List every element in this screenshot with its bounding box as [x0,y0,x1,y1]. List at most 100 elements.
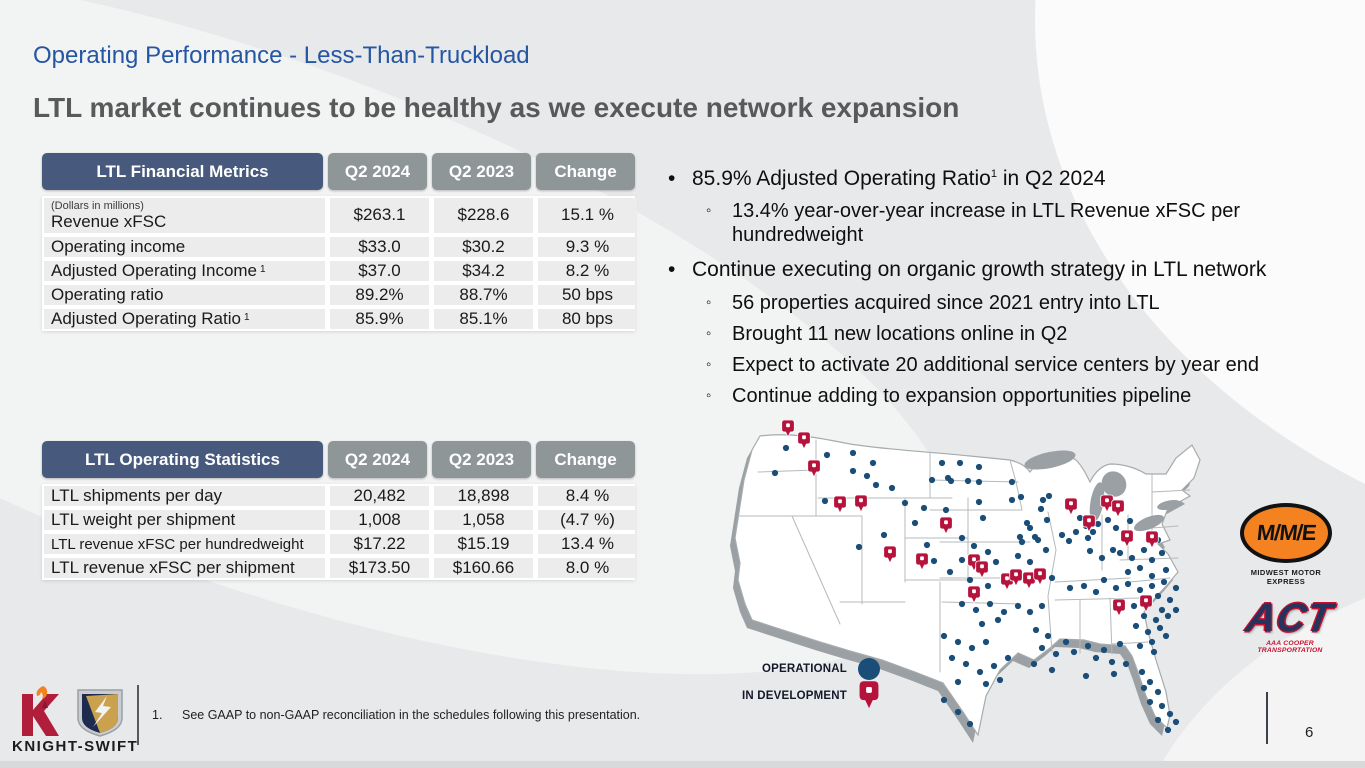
operational-dot [992,558,1000,566]
operational-dot [1110,670,1118,678]
value-cell: 50 bps [538,285,637,305]
row-label: Operating income [51,237,186,256]
value-cell: 80 bps [538,309,637,329]
operational-dot [979,514,987,522]
value-cell: $34.2 [434,261,533,281]
value-cell: 9.3 % [538,237,637,257]
operational-dot [954,678,962,686]
value-cell: 1,008 [330,510,429,530]
operational-dot [880,531,888,539]
value-cell: $15.19 [434,534,533,554]
operational-dot [1112,584,1120,592]
operational-dot [1148,556,1156,564]
value-cell: $30.2 [434,237,533,257]
mme-logo: M/M/E MIDWEST MOTOR EXPRESS [1238,503,1334,586]
operational-dot [1018,538,1026,546]
operational-dot [782,444,790,452]
operational-dot [1144,628,1152,636]
value-cell: $160.66 [434,558,533,578]
bullet-text: Continue executing on organic growth str… [692,258,1267,282]
operational-dot [1094,520,1102,528]
operational-dot [1037,505,1045,513]
row-label: Revenue xFSC [51,211,167,231]
bullet-glyph: ◦ [706,355,712,373]
operational-dot [996,676,1004,684]
operational-dot [1112,524,1120,532]
operational-dot [964,477,972,485]
operational-dot [1044,632,1052,640]
in-development-location-pins [781,419,1159,617]
in-development-pin [1064,497,1078,516]
operational-dot [1048,666,1056,674]
legend-in-development: IN DEVELOPMENT [712,680,882,709]
operational-dot [1128,554,1136,562]
operational-dot [1026,524,1034,532]
footnote-text: See GAAP to non-GAAP reconciliation in t… [182,708,641,722]
operational-dot [954,708,962,716]
operational-dot [849,449,857,457]
value-cell: $33.0 [330,237,429,257]
great-lakes [1024,450,1181,532]
operational-dot [942,506,950,514]
value-cell: $17.22 [330,534,429,554]
operational-dot [1162,566,1170,574]
table-note: (Dollars in millions) [51,199,144,212]
operational-dot [1148,572,1156,580]
in-development-pin [1112,598,1126,617]
operational-dot [1132,622,1140,630]
legend-operational: OPERATIONAL [712,655,882,682]
operational-dot [1126,517,1134,525]
operational-dot [1164,726,1172,734]
row-label-cell: (Dollars in millions) Revenue xFSC [44,198,325,233]
operational-dot [994,616,1002,624]
operational-dot [1158,702,1166,710]
operational-dot [1136,586,1144,594]
operational-dot [1092,588,1100,596]
operational-dot [1072,528,1080,536]
operational-dot [940,696,948,704]
slide-subtitle: LTL market continues to be healthy as we… [33,92,960,123]
map-state-borders [737,439,1191,673]
operational-dot [1086,547,1094,555]
operational-dot [1122,660,1130,668]
us-map-svg [730,419,1201,743]
operational-dot [968,644,976,652]
bullet-text: Expect to activate 20 additional service… [732,353,1259,376]
operational-dot [821,497,829,505]
row-label: Operating ratio [51,285,164,304]
operational-dot [1148,582,1156,590]
knight-k-icon [22,686,59,736]
operational-dot [1140,612,1148,620]
operational-dot [1100,646,1108,654]
operational-dot [1026,558,1034,566]
operational-dot [1154,716,1162,724]
operational-dot [1172,584,1180,592]
column-header-cell: Change [536,441,635,478]
row-label-cell: Operating ratio [44,285,325,305]
operational-dot [849,467,857,475]
sub-bullet-item: ◦ Brought 11 new locations online in Q2 [706,322,1326,346]
operational-dot [1058,531,1066,539]
operational-dot [984,582,992,590]
operational-dot [946,568,954,576]
operational-dot [1098,554,1106,562]
value-cell: 15.1 % [538,198,637,233]
operational-dot [1038,644,1046,652]
operational-dot [982,680,990,688]
footer-divider [137,685,139,745]
highlights-bullet-list: • 85.9% Adjusted Operating Ratio1 in Q2 2… [668,156,1365,415]
value-cell: 8.2 % [538,261,637,281]
page-number-divider [1266,692,1268,744]
operational-dot [1008,478,1016,486]
operational-dot [1136,564,1144,572]
operational-dot [1032,626,1040,634]
operational-dot [1000,608,1008,616]
row-label-cell: LTL weight per shipment [44,510,325,530]
in-development-pin [967,585,981,604]
swift-shield-icon [77,689,123,737]
in-development-pin [1082,514,1096,533]
operational-dot [976,668,984,676]
operational-dot [1066,584,1074,592]
mme-logo-text: M/M/E [1255,520,1317,545]
operational-dot [978,620,986,628]
